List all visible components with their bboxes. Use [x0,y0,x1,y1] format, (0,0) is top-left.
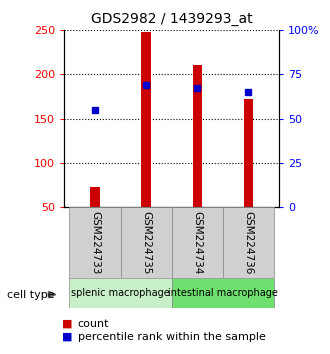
Bar [69,278,172,308]
Text: GSM224733: GSM224733 [90,211,100,274]
Title: GDS2982 / 1439293_at: GDS2982 / 1439293_at [91,12,252,26]
Text: cell type: cell type [7,290,54,299]
Text: ■: ■ [62,319,73,329]
Text: ■: ■ [62,332,73,342]
Text: splenic macrophage: splenic macrophage [71,288,170,298]
Bar [90,187,100,207]
Bar [69,207,120,278]
Text: GSM224735: GSM224735 [141,211,151,274]
Bar [172,207,223,278]
Bar [192,65,202,207]
Bar [223,207,274,278]
Text: GSM224736: GSM224736 [243,211,253,274]
Text: count: count [78,319,109,329]
Bar [244,99,253,207]
Text: intestinal macrophage: intestinal macrophage [168,288,278,298]
Bar [120,207,172,278]
Text: GSM224734: GSM224734 [192,211,202,274]
Text: percentile rank within the sample: percentile rank within the sample [78,332,265,342]
Bar [142,32,151,207]
Bar [172,278,274,308]
